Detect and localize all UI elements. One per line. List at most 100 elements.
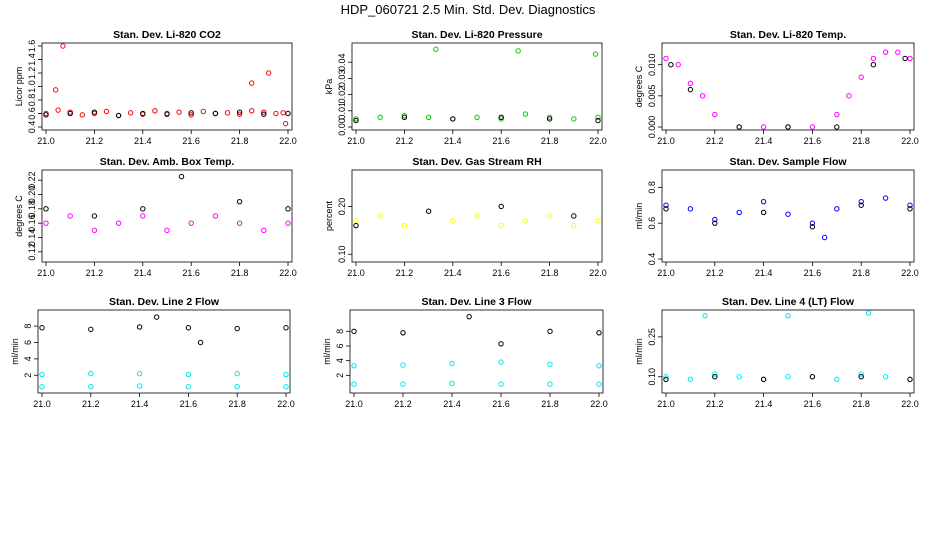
data-point	[91, 213, 98, 219]
data-point	[663, 374, 669, 380]
y-tick-label: 0.10	[647, 368, 657, 386]
data-point	[285, 220, 291, 226]
plot-frame	[349, 309, 604, 394]
data-point	[522, 111, 529, 117]
data-point	[43, 220, 49, 226]
plot-frame	[661, 169, 915, 263]
data-point	[882, 49, 889, 55]
series-black	[353, 203, 577, 229]
data-point	[712, 216, 718, 223]
data-point	[212, 213, 219, 219]
x-tick-label: 21.2	[86, 136, 104, 146]
data-point	[785, 312, 791, 319]
data-point	[846, 93, 852, 99]
data-point	[261, 109, 267, 115]
x-tick-label: 21.6	[804, 136, 822, 146]
series-cyan-lower	[39, 383, 289, 390]
data-point	[895, 49, 901, 55]
plot-frame	[37, 309, 291, 394]
data-point	[907, 206, 913, 212]
data-point	[285, 110, 291, 117]
data-point	[498, 116, 504, 122]
data-point	[176, 109, 182, 115]
x-tick-label: 21.0	[347, 136, 365, 146]
data-point	[265, 70, 272, 76]
data-point	[140, 206, 146, 212]
data-point	[52, 87, 59, 93]
data-point	[474, 213, 480, 219]
data-point	[353, 222, 359, 229]
plot-frame	[351, 42, 603, 131]
panel-stan-dev-gas-stream-rh: Stan. Dev. Gas Stream RH 21.0 21.2 21.4 21.6…	[324, 156, 607, 278]
panel-title: Stan. Dev. Li-820 Pressure	[411, 29, 542, 41]
data-point	[353, 218, 359, 224]
series-green	[353, 46, 601, 122]
data-point	[498, 359, 504, 365]
x-tick-label: 22.0	[590, 399, 608, 409]
panel-stan-dev-li-820-temp: Stan. Dev. Li-820 Temp. 21.0 21.2 21.4 21.6 2…	[634, 29, 919, 146]
data-point	[571, 213, 577, 219]
data-point	[152, 108, 158, 114]
data-point	[712, 371, 718, 377]
y-axis-label: ml/min	[634, 203, 644, 230]
data-point	[687, 86, 694, 93]
x-tick-label: 21.6	[492, 136, 510, 146]
data-point	[188, 112, 194, 118]
y-tick-label: 0.25	[647, 328, 657, 346]
data-point	[858, 202, 864, 208]
data-point	[79, 112, 86, 118]
data-point	[285, 206, 291, 212]
x-tick-label: 22.0	[277, 399, 295, 409]
data-point	[39, 384, 45, 390]
data-point	[809, 374, 816, 380]
data-point	[663, 376, 669, 383]
data-point	[236, 111, 243, 117]
y-tick-label: 0.4	[647, 253, 657, 266]
y-tick-label: 1.0	[27, 80, 37, 93]
x-tick-label: 21.4	[755, 268, 773, 278]
data-point	[88, 384, 94, 390]
data-point	[675, 61, 681, 68]
data-point	[178, 173, 185, 180]
data-point	[858, 371, 864, 377]
x-tick-label: 21.2	[396, 136, 414, 146]
y-tick-label: 6	[335, 343, 345, 348]
series-cyan-lower	[351, 380, 602, 387]
y-tick-label: 1.2	[27, 67, 37, 80]
data-point	[212, 110, 219, 117]
data-point	[236, 198, 243, 205]
data-point	[39, 325, 45, 331]
data-point	[136, 383, 143, 389]
x-tick-label: 22.0	[901, 136, 919, 146]
x-tick-label: 22.0	[279, 136, 297, 146]
y-axis-label: Licor ppm	[14, 67, 24, 107]
data-point	[882, 195, 889, 201]
x-tick-label: 21.6	[180, 399, 198, 409]
data-point	[236, 109, 243, 115]
data-point	[712, 111, 718, 118]
data-point	[498, 381, 504, 387]
data-point	[425, 114, 432, 120]
data-point	[273, 110, 279, 117]
data-point	[668, 61, 674, 68]
x-tick-label: 21.0	[347, 268, 365, 278]
data-point	[39, 371, 45, 378]
y-axis-label: kPa	[324, 79, 334, 95]
data-point	[140, 110, 146, 117]
data-point	[377, 213, 383, 219]
data-point	[736, 374, 742, 380]
y-tick-label: 0.00	[337, 118, 347, 136]
data-point	[401, 112, 408, 119]
y-tick-label: 0.03	[337, 70, 347, 88]
data-point	[234, 370, 240, 377]
data-point	[865, 310, 872, 316]
x-tick-label: 21.2	[82, 399, 100, 409]
data-point	[760, 124, 767, 130]
x-tick-label: 21.0	[657, 268, 675, 278]
data-point	[699, 93, 706, 99]
data-point	[785, 374, 791, 380]
data-point	[351, 328, 357, 335]
data-point	[164, 227, 170, 234]
data-point	[197, 339, 204, 346]
data-point	[809, 224, 816, 230]
